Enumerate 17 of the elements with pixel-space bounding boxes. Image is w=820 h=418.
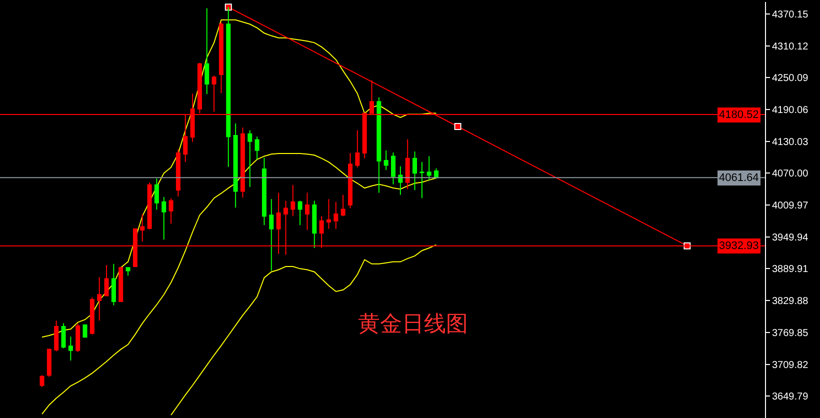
y-tick-label: 4310.12 [772,41,809,52]
y-tick-label: 3829.88 [772,296,809,308]
y-tick-label: 3649.79 [772,392,809,403]
y-tick-label: 3709.82 [772,360,809,371]
annotation: 黄金日线图 [358,312,468,337]
y-tick-label: 3769.85 [772,328,809,339]
y-tick-label: 4130.03 [772,136,809,148]
y-tick-label: 4190.06 [772,105,809,116]
y-tick-label: 3889.91 [772,264,809,276]
y-tick-label: 4070.00 [772,168,809,180]
ref-line-label: 4061.64 [719,172,759,184]
ref-line-label: 4180.52 [719,109,759,121]
y-tick-label: 3949.94 [772,232,809,244]
ref-line-label: 3932.93 [719,240,759,252]
y-tick-label: 4370.15 [772,9,809,20]
y-tick-label: 4250.09 [772,73,809,84]
y-tick-label: 4009.97 [772,200,809,212]
